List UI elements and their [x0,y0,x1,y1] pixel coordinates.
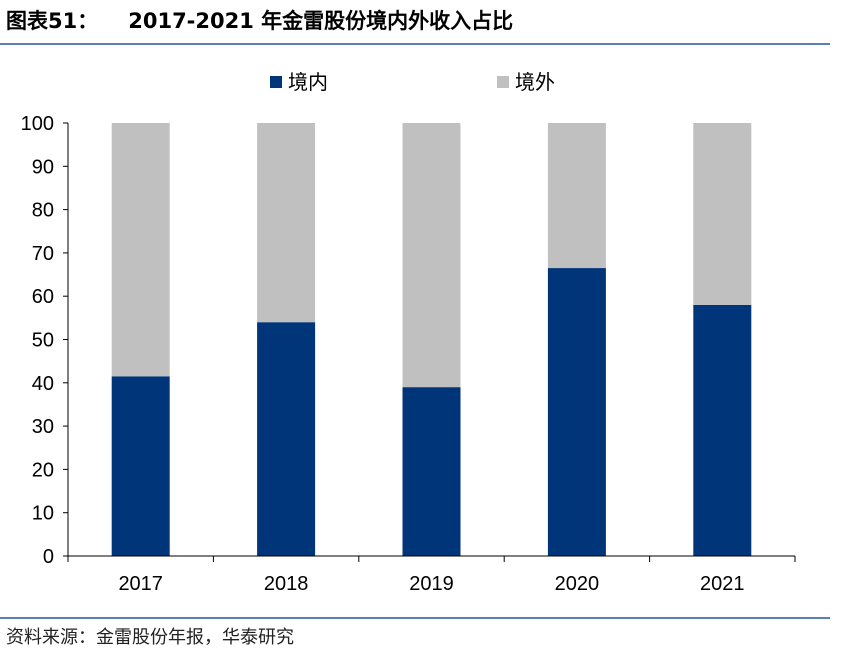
y-tick-label: 100 [21,113,54,135]
y-tick-label: 70 [32,243,54,265]
y-tick-label: 20 [32,459,54,481]
x-tick-label: 2018 [264,573,309,595]
bar-2018-overseas [257,123,316,323]
y-tick-label: 10 [32,503,54,525]
y-tick-label: 30 [32,416,54,438]
x-tick-label: 2017 [118,573,163,595]
bar-2017-overseas [111,123,170,377]
bar-2021-overseas [693,123,752,305]
axes-group: 0 10 20 30 40 50 60 70 80 90 100 2017 2018 2019 2020 20… [21,113,796,595]
bar-2019-overseas [402,123,461,388]
y-tick-label: 0 [43,546,54,568]
x-tick-label: 2020 [555,573,600,595]
bar-2017-domestic [111,376,170,556]
top-rule [0,43,830,45]
bar-2020-domestic [547,268,606,556]
bar-2021-domestic [693,304,752,556]
y-tick-label: 60 [32,286,54,308]
bar-2019-domestic [402,387,461,556]
figure-number: 图表51： [6,9,99,33]
y-tick-label: 50 [32,330,54,352]
x-tick-label: 2021 [700,573,745,595]
source-note: 资料来源：金雷股份年报，华泰研究 [6,627,294,648]
y-tick-label: 40 [32,373,54,395]
y-tick-label: 90 [32,156,54,178]
legend-swatch-domestic [270,76,282,88]
figure-title: 图表51： 2017-2021 年金雷股份境内外收入占比 [6,6,513,36]
x-tick-label: 2019 [409,573,454,595]
legend-label-domestic: 境内 [288,70,328,94]
bar-2018-domestic [257,322,316,556]
bar-2020-overseas [547,123,606,269]
y-tick-label: 80 [32,200,54,222]
bottom-rule [0,617,830,619]
legend-label-overseas: 境外 [515,70,555,94]
figure-title-text: 2017-2021 年金雷股份境内外收入占比 [128,9,514,33]
legend-swatch-overseas [497,76,509,88]
bars-group [111,123,752,556]
legend: 境内 境外 [270,70,555,94]
